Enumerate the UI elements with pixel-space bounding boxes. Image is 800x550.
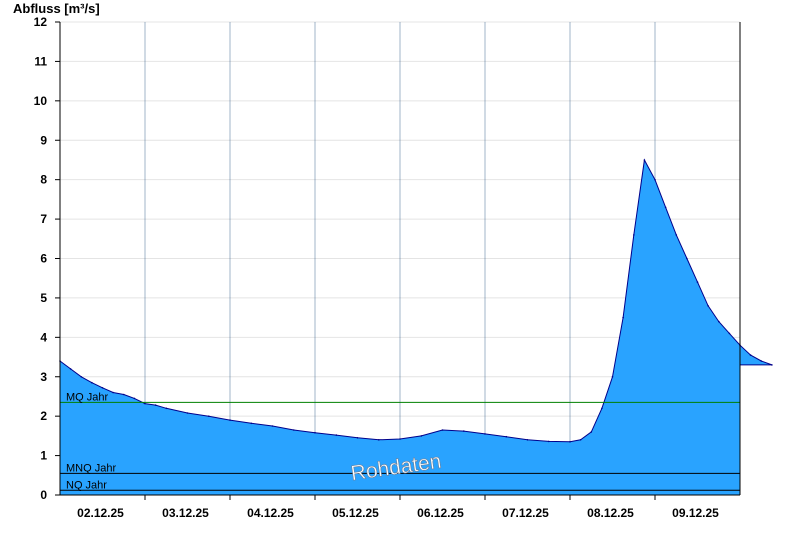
x-tick-label: 02.12.25 — [77, 506, 124, 520]
y-tick-label: 0 — [40, 488, 47, 502]
y-axis-label: Abfluss [m³/s] — [13, 1, 100, 16]
discharge-point — [80, 376, 83, 378]
discharge-point — [112, 391, 114, 394]
discharge-point — [314, 431, 316, 434]
discharge-point — [420, 435, 423, 437]
y-tick-label: 10 — [34, 94, 48, 108]
grid — [60, 21, 740, 495]
reference-line-label: MNQ Jahr — [66, 462, 116, 474]
discharge-point — [771, 364, 773, 366]
discharge-point — [569, 441, 571, 443]
discharge-point — [123, 393, 125, 396]
y-tick-label: 11 — [34, 54, 47, 68]
y-tick-label: 12 — [34, 15, 48, 29]
discharge-point — [675, 234, 678, 236]
reference-lines: MQ Jahr MNQ Jahr NQ Jahr — [60, 391, 740, 491]
discharge-point — [144, 402, 146, 405]
x-tick-label: 04.12.25 — [247, 506, 294, 520]
discharge-point — [378, 439, 380, 441]
discharge-area — [60, 160, 772, 495]
y-tick-label: 3 — [40, 370, 47, 384]
discharge-point — [760, 360, 763, 362]
discharge-point — [718, 320, 720, 323]
reference-line-label: NQ Jahr — [66, 479, 107, 491]
x-tick-label: 08.12.25 — [587, 506, 634, 520]
discharge-point — [441, 429, 444, 431]
y-tick-label: 7 — [40, 212, 47, 226]
x-tick-label: 09.12.25 — [672, 506, 719, 520]
discharge-point — [271, 425, 274, 427]
discharge-point — [664, 206, 667, 209]
x-tick-label: 05.12.25 — [332, 506, 379, 520]
discharge-point — [526, 439, 529, 441]
discharge-point — [399, 438, 401, 440]
discharge-point — [91, 381, 93, 384]
discharge-point — [654, 178, 656, 181]
y-tick-label: 6 — [40, 252, 47, 266]
discharge-point — [749, 354, 752, 356]
discharge-point — [707, 305, 709, 307]
y-tick-label: 4 — [40, 330, 47, 344]
discharge-point — [579, 439, 582, 441]
discharge-point — [601, 407, 603, 410]
discharge-point — [293, 429, 295, 431]
reference-line-label: MQ Jahr — [66, 391, 109, 403]
y-tick-label: 8 — [40, 173, 47, 187]
discharge-point — [208, 415, 210, 418]
discharge-point — [611, 376, 614, 378]
x-tick-label: 06.12.25 — [417, 506, 464, 520]
plot-area — [59, 158, 773, 495]
discharge-point — [463, 430, 465, 432]
discharge-point — [356, 437, 359, 439]
discharge-point — [696, 281, 699, 283]
y-tick-label: 5 — [40, 291, 47, 305]
discharge-point — [250, 422, 253, 425]
discharge-point — [165, 407, 168, 410]
discharge-point — [154, 404, 157, 406]
discharge-point — [335, 434, 338, 436]
discharge-line — [59, 158, 773, 443]
discharge-point — [186, 412, 189, 414]
y-tick-label: 1 — [40, 449, 47, 463]
discharge-point — [133, 397, 136, 400]
y-tick-label: 9 — [40, 133, 47, 147]
y-tick-label: 2 — [40, 409, 47, 423]
discharge-point — [643, 159, 646, 161]
x-tick-label: 03.12.25 — [162, 506, 209, 520]
discharge-point — [229, 419, 231, 421]
discharge-point — [505, 435, 508, 438]
discharge-point — [686, 257, 688, 260]
discharge-point — [633, 234, 635, 236]
discharge-point — [728, 332, 731, 335]
discharge-point — [590, 431, 593, 433]
discharge-point — [548, 440, 550, 443]
discharge-point — [101, 387, 104, 389]
discharge-point — [69, 368, 72, 370]
discharge-point — [622, 316, 624, 319]
x-tick-label: 07.12.25 — [502, 506, 549, 520]
discharge-point — [484, 433, 486, 435]
